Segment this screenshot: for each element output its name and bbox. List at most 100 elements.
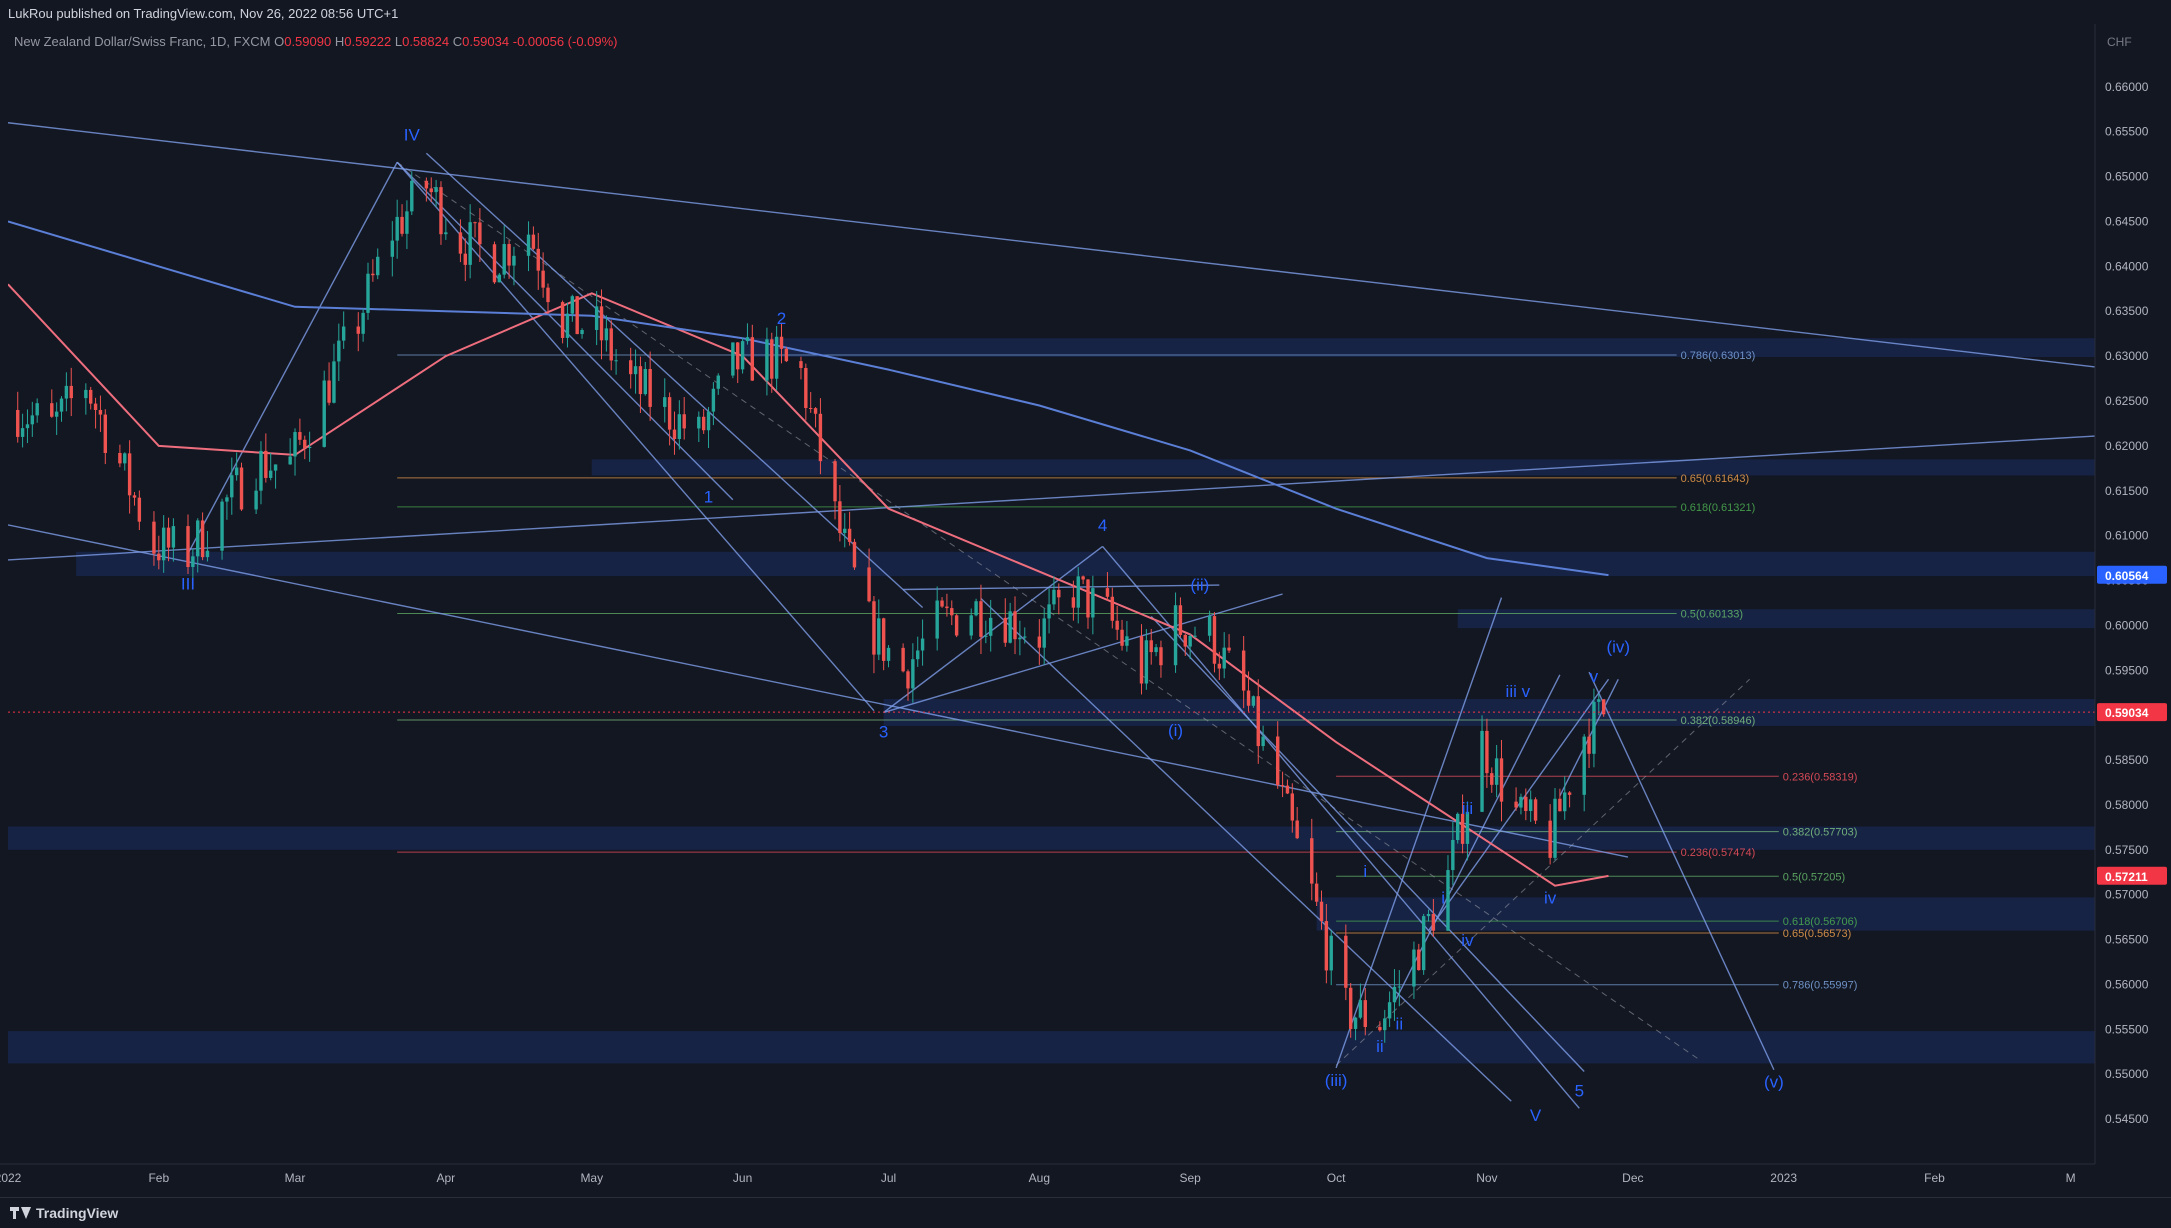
- candle-body: [711, 388, 716, 412]
- candle: [1344, 924, 1348, 1001]
- candle: [1188, 634, 1192, 660]
- candle: [205, 531, 210, 562]
- y-tick-label-0: 0.66000: [2105, 80, 2149, 94]
- trend-line-11: [980, 597, 1512, 1102]
- candle-body: [813, 408, 818, 414]
- fib-label-9: 0.618(0.56706): [1783, 916, 1858, 928]
- candle-body: [716, 375, 720, 389]
- candle: [307, 431, 312, 462]
- candle: [371, 259, 375, 282]
- candle-body: [950, 608, 954, 616]
- candle: [1494, 744, 1499, 798]
- candle-body: [916, 650, 920, 660]
- close-label: C: [452, 34, 463, 49]
- candle: [93, 397, 98, 429]
- candle: [784, 346, 789, 363]
- candle-body: [1276, 736, 1280, 786]
- zone-0: [742, 338, 2095, 358]
- candle: [604, 315, 609, 352]
- fib-label-6: 0.236(0.58319): [1783, 771, 1858, 783]
- wave-label-3: 1: [704, 487, 713, 506]
- wave-label-18: ii: [1396, 1014, 1404, 1033]
- candle: [254, 478, 258, 515]
- price-chart[interactable]: 0.786(0.63013) 0.65(0.61643) 0.618(0.61321…: [0, 24, 2171, 1197]
- candle-body: [337, 340, 341, 362]
- symbol-title: New Zealand Dollar/Swiss Franc, 1D, FXCM: [14, 34, 271, 49]
- candle-body: [799, 361, 803, 368]
- candle: [877, 599, 881, 661]
- candle: [916, 636, 920, 667]
- chart-background: [0, 24, 2171, 1197]
- candle-body: [1212, 616, 1217, 664]
- candle: [1524, 788, 1528, 821]
- candle-body: [560, 302, 565, 338]
- candle-body: [264, 450, 268, 478]
- chart-area[interactable]: 0.786(0.63013) 0.65(0.61643) 0.618(0.61321…: [0, 24, 2171, 1197]
- candle-body: [1353, 1017, 1358, 1029]
- candle: [410, 171, 414, 216]
- candle-body: [1081, 576, 1085, 580]
- candle-body: [1548, 820, 1552, 858]
- price-badge-0-label: 0.60564: [2105, 569, 2149, 583]
- trend-line-2: [8, 524, 1629, 858]
- candle-body: [171, 526, 176, 548]
- wave-label-0: IV: [404, 126, 421, 145]
- candle-body: [643, 369, 647, 395]
- candle: [1057, 583, 1061, 615]
- wave-label-16: (iv): [1606, 637, 1630, 656]
- candle: [507, 240, 511, 279]
- candle-body: [332, 361, 336, 403]
- candle: [672, 411, 677, 455]
- y-tick-label-20: 0.56000: [2105, 977, 2149, 991]
- candle: [1387, 991, 1392, 1027]
- candle: [580, 328, 584, 339]
- trend-line-3: [396, 161, 734, 501]
- candle: [1324, 904, 1329, 984]
- candle: [911, 643, 915, 703]
- candle-body: [1178, 605, 1183, 635]
- candle-body: [677, 414, 682, 439]
- y-tick-label-18: 0.57000: [2105, 888, 2149, 902]
- candle: [1193, 626, 1197, 638]
- y-tick-label-16: 0.58000: [2105, 798, 2149, 812]
- candle-body: [1490, 773, 1494, 785]
- candle-body: [706, 411, 711, 431]
- candle: [1115, 605, 1119, 640]
- candle-body: [1460, 813, 1465, 844]
- y-tick-label-21: 0.55500: [2105, 1022, 2149, 1036]
- candle-body: [1363, 1000, 1367, 1027]
- trend-line-8: [903, 584, 1220, 591]
- candle-body: [1485, 730, 1489, 774]
- candle: [638, 356, 643, 413]
- candle-body: [1076, 576, 1080, 608]
- candle-body: [526, 234, 531, 256]
- candle-body: [512, 255, 516, 266]
- candle: [458, 219, 463, 263]
- candle-body: [1451, 840, 1455, 871]
- tradingview-icon: [10, 1207, 31, 1219]
- candle-body: [366, 273, 370, 313]
- candle-body: [473, 222, 477, 224]
- y-tick-label-9: 0.61500: [2105, 484, 2149, 498]
- candle: [1417, 943, 1421, 971]
- candle-body: [536, 248, 540, 271]
- candle: [1261, 725, 1265, 751]
- x-tick-label-9: Oct: [1327, 1171, 1346, 1185]
- candle: [1329, 929, 1333, 986]
- candle-body: [497, 274, 502, 283]
- candle: [954, 614, 959, 638]
- candle: [16, 391, 20, 443]
- fib-label-3: 0.5(0.60133): [1681, 608, 1743, 620]
- wave-label-9: i: [1363, 862, 1367, 881]
- candle: [799, 356, 803, 380]
- candle-body: [161, 527, 166, 561]
- candle-body: [20, 428, 25, 437]
- candle-body: [458, 232, 463, 254]
- candle-body: [1251, 696, 1256, 706]
- candle-body: [940, 600, 944, 607]
- candle-body: [1183, 634, 1187, 647]
- trend-line-9: [883, 593, 1283, 714]
- candle-body: [954, 615, 959, 636]
- candle-body: [570, 296, 575, 314]
- tradingview-logo[interactable]: TradingView: [10, 1205, 118, 1221]
